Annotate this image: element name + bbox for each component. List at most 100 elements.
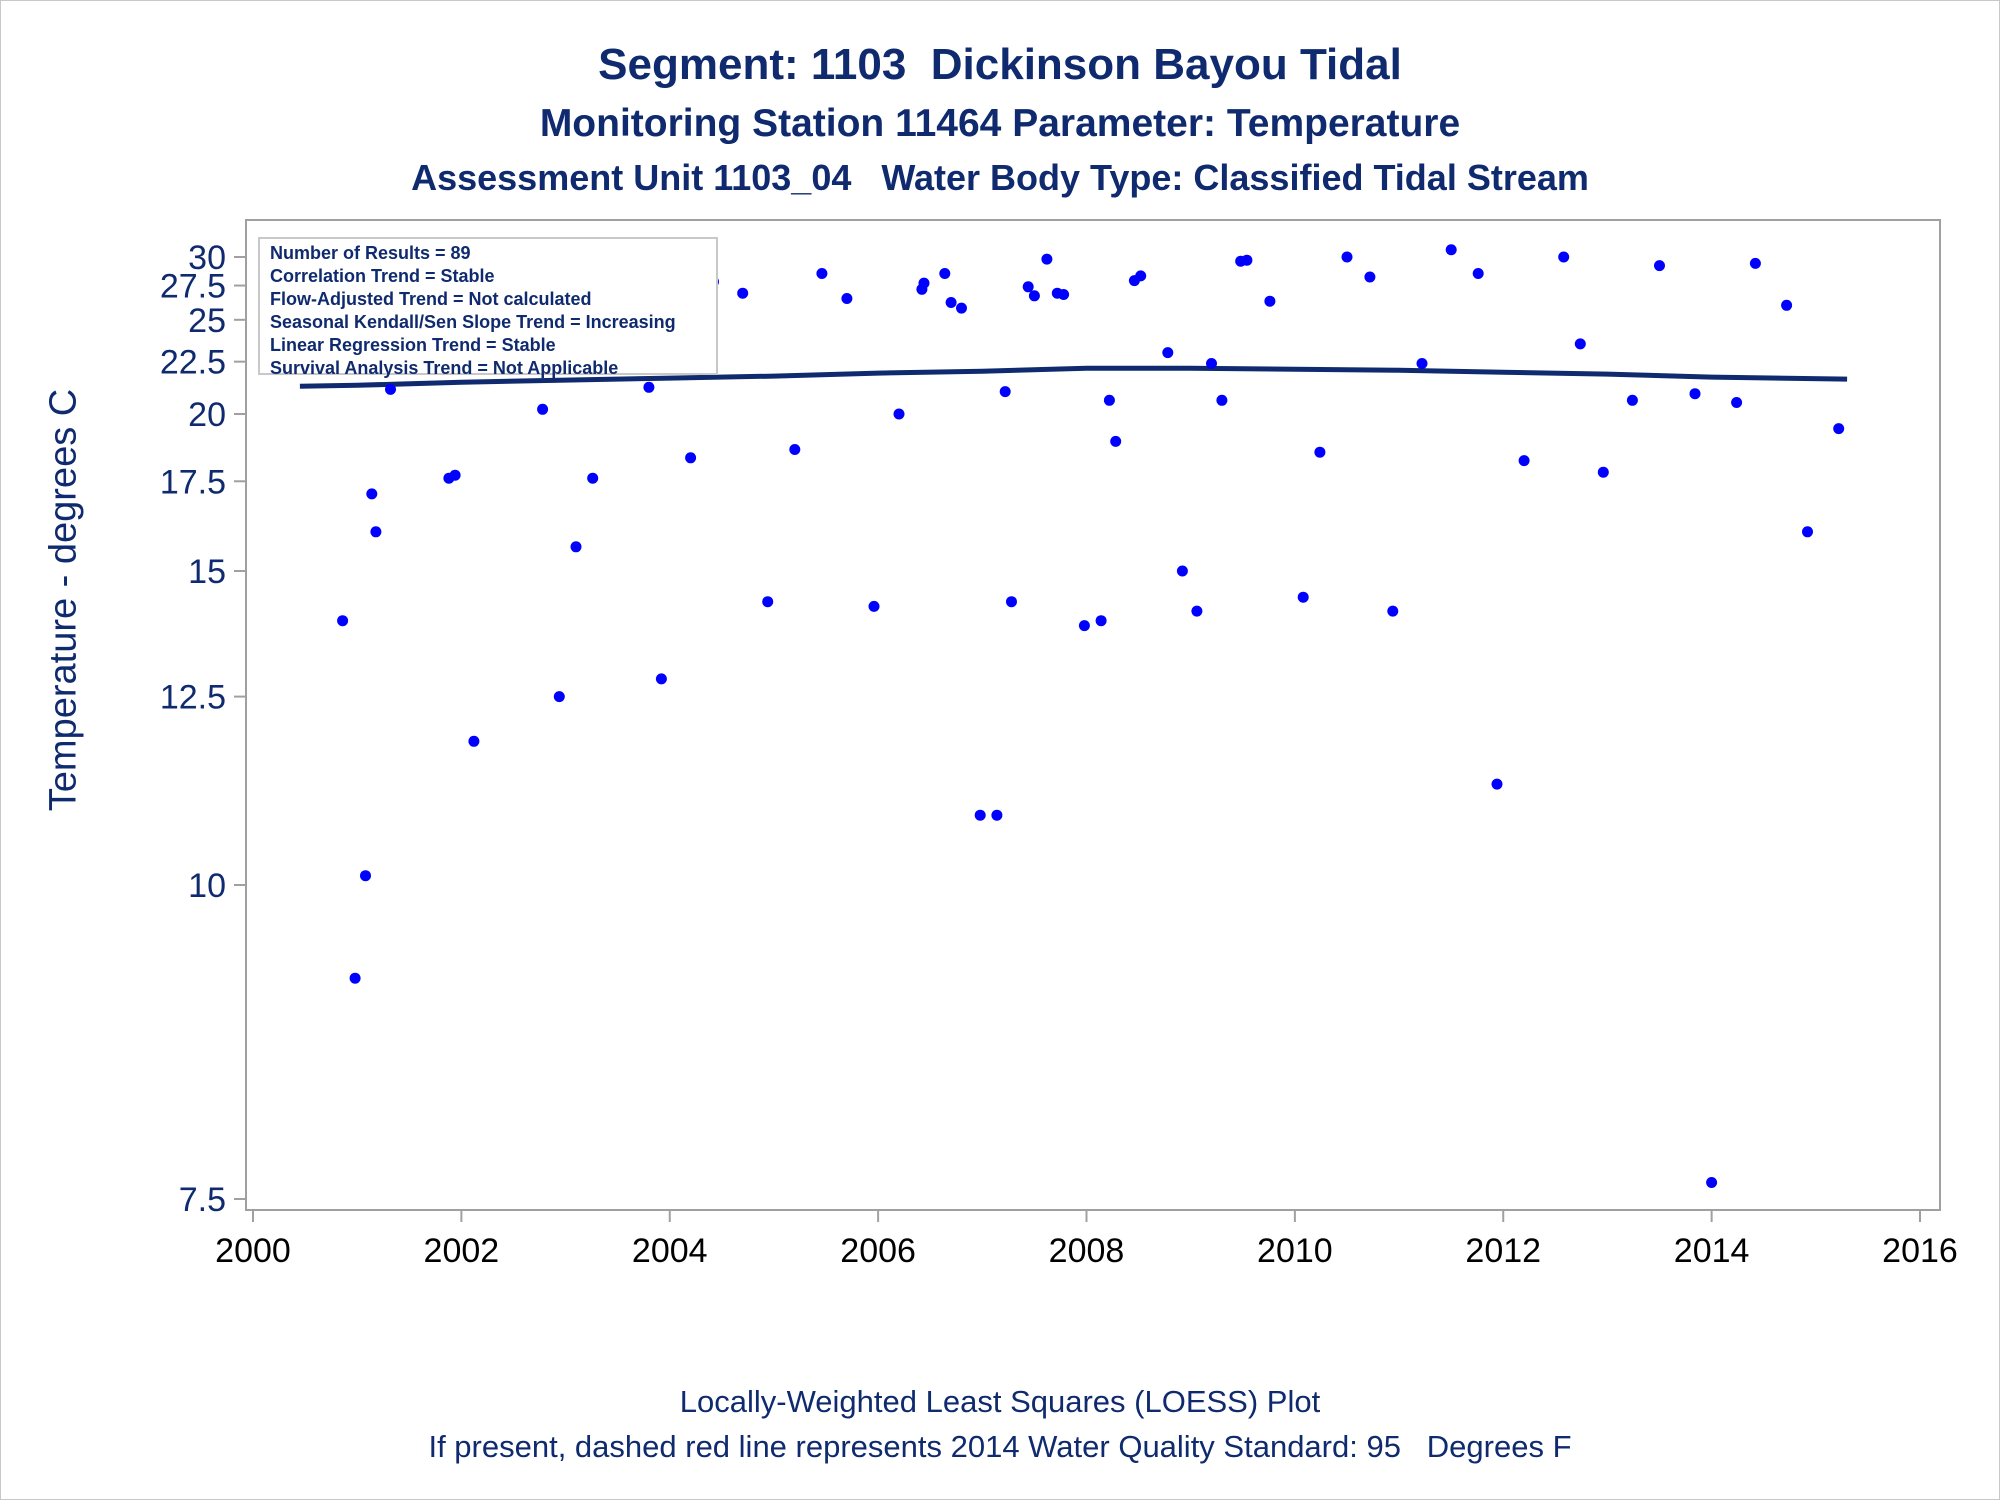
stat-seasonal-kendall-trend: Seasonal Kendall/Sen Slope Trend = Incre…	[270, 312, 676, 332]
y-tick-label: 17.5	[160, 463, 226, 501]
x-tick-label: 2002	[424, 1232, 500, 1270]
data-point	[385, 383, 396, 395]
data-point	[1216, 394, 1228, 406]
chart-subtitle-2: Assessment Unit 1103_04 Water Body Type:…	[411, 157, 1589, 198]
data-point	[655, 673, 667, 685]
data-point	[1206, 358, 1217, 369]
y-tick-label: 12.5	[160, 679, 226, 717]
data-point	[1781, 299, 1793, 311]
y-tick-label: 15	[188, 553, 226, 591]
x-tick-label: 2010	[1257, 1232, 1333, 1270]
y-tick-label: 25	[188, 302, 226, 340]
data-point	[1058, 289, 1070, 300]
y-tick-label: 22.5	[160, 344, 226, 382]
data-point	[685, 452, 697, 464]
footnote-standard: If present, dashed red line represents 2…	[428, 1429, 1572, 1464]
chart-title: Segment: 1103 Dickinson Bayou Tidal	[598, 40, 1402, 89]
x-tick-label: 2008	[1049, 1232, 1125, 1270]
data-point	[1364, 271, 1376, 283]
y-tick-label: 7.5	[179, 1181, 226, 1219]
x-tick-label: 2012	[1465, 1232, 1541, 1270]
data-point	[789, 444, 801, 455]
data-point	[1095, 615, 1107, 627]
data-point	[1006, 596, 1017, 608]
data-point	[918, 277, 930, 289]
data-point	[449, 469, 461, 481]
data-point	[737, 287, 749, 299]
y-axis-label: Temperature - degrees C	[42, 388, 85, 812]
data-point	[370, 526, 382, 538]
data-point	[1731, 397, 1743, 408]
data-point	[1654, 260, 1665, 272]
data-point	[991, 809, 1003, 821]
loess-line	[299, 365, 1848, 389]
data-point	[956, 302, 967, 314]
data-point	[1416, 358, 1428, 369]
data-point	[868, 600, 880, 612]
data-point	[587, 472, 599, 484]
data-point	[1445, 244, 1457, 256]
data-point	[1802, 526, 1813, 538]
data-point	[1241, 254, 1253, 266]
data-point	[1491, 778, 1503, 790]
data-point	[468, 735, 480, 747]
data-point	[570, 541, 582, 553]
stat-correlation-trend: Correlation Trend = Stable	[270, 266, 495, 286]
data-point	[643, 381, 655, 393]
data-point	[1558, 251, 1570, 263]
data-point	[1574, 338, 1586, 350]
data-point	[1028, 290, 1040, 302]
plot-area-border	[245, 219, 1941, 1211]
data-point	[1297, 591, 1309, 603]
data-point	[1706, 1177, 1718, 1188]
x-tick-label: 2014	[1674, 1232, 1750, 1270]
data-point	[1387, 605, 1399, 617]
data-point	[360, 870, 371, 882]
data-point	[893, 408, 905, 420]
y-tick-label: 10	[188, 867, 226, 905]
data-point	[1597, 466, 1609, 478]
stat-survival-analysis-trend: Survival Analysis Trend = Not Applicable	[270, 358, 619, 378]
data-point	[1833, 423, 1845, 435]
data-point	[1110, 435, 1122, 447]
stat-number-of-results: Number of Results = 89	[270, 243, 471, 263]
loess-curve	[299, 365, 1848, 389]
y-tick-label: 20	[188, 396, 226, 434]
data-point	[1191, 605, 1203, 617]
data-point	[1314, 446, 1326, 458]
data-points	[291, 244, 1845, 1188]
data-point	[1103, 394, 1115, 406]
data-point	[1135, 270, 1147, 282]
data-point	[1518, 455, 1530, 467]
x-tick-label: 2004	[632, 1232, 708, 1270]
data-point	[816, 268, 828, 279]
y-tick-label: 27.5	[160, 268, 226, 306]
y-tick-label: 30	[188, 239, 226, 277]
data-point	[841, 293, 853, 304]
statistics-box: Number of Results = 89 Correlation Trend…	[258, 237, 718, 378]
data-point	[1078, 620, 1090, 632]
data-point	[1176, 565, 1188, 577]
data-point	[1341, 251, 1353, 263]
data-point	[999, 386, 1011, 398]
data-point	[337, 615, 349, 627]
data-point	[762, 596, 774, 608]
data-point	[1689, 388, 1701, 400]
data-point	[537, 403, 549, 415]
x-tick-label: 2006	[840, 1232, 916, 1270]
data-point	[1626, 394, 1638, 406]
stat-linear-regression-trend: Linear Regression Trend = Stable	[270, 335, 556, 355]
data-point	[349, 972, 361, 984]
data-point	[939, 268, 951, 279]
x-tick-label: 2016	[1882, 1232, 1958, 1270]
data-point	[1264, 295, 1276, 307]
x-axis: 2000 2002 2004 2006 2008 2010 2012 2014 2016	[215, 1210, 1958, 1270]
chart-subtitle: Monitoring Station 11464 Parameter: Temp…	[539, 102, 1461, 145]
x-tick-label: 2000	[215, 1232, 291, 1270]
data-point	[1022, 281, 1034, 293]
data-point	[945, 297, 957, 308]
data-point	[1749, 257, 1761, 269]
data-point	[1472, 268, 1484, 279]
